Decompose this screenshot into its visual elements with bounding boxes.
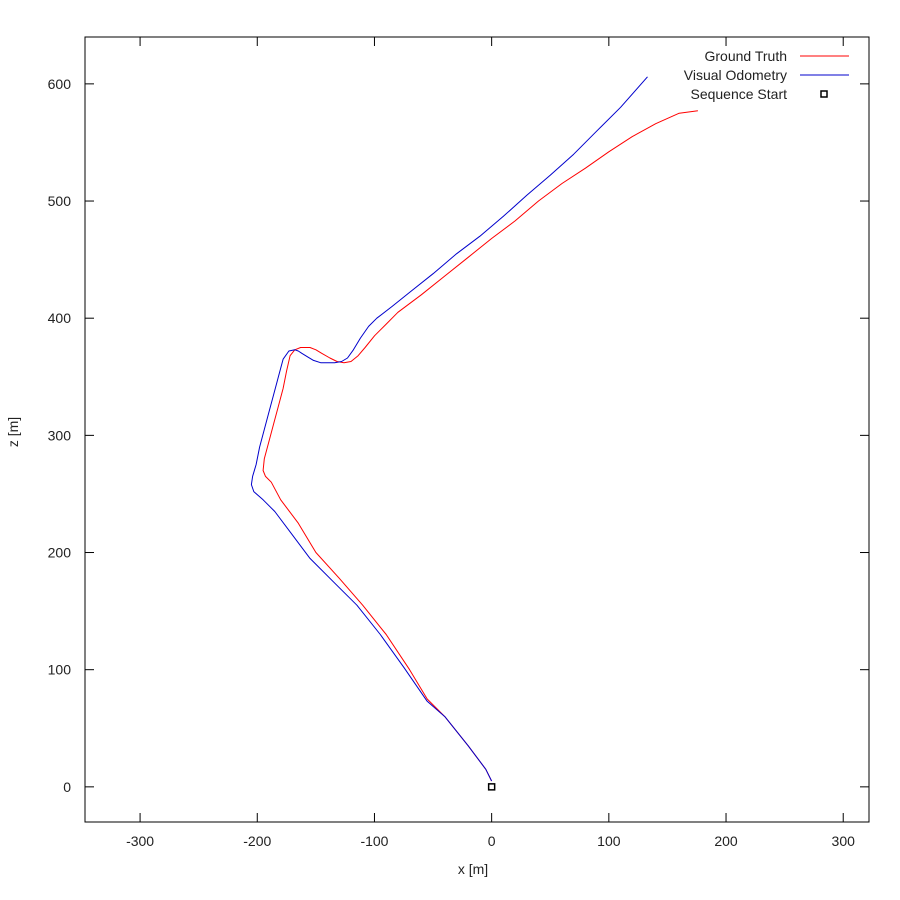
- axes: -300 -200 -100 0 100 200 300 0 100 200 300 400 500 60…: [48, 36, 870, 849]
- x-axis-label: x [m]: [458, 861, 488, 877]
- legend-label: Visual Odometry: [684, 67, 787, 83]
- y-tick-label: 600: [48, 76, 72, 92]
- legend-label: Sequence Start: [690, 86, 787, 102]
- y-tick-label: 400: [48, 310, 72, 326]
- sequence-start-marker: [487, 783, 496, 791]
- legend-label: Ground Truth: [705, 48, 788, 64]
- x-tick-label: -100: [360, 833, 388, 849]
- x-tick-label: 0: [488, 833, 496, 849]
- legend: Ground Truth Visual Odometry Sequence Star…: [684, 48, 849, 102]
- x-tick-label: -200: [243, 833, 271, 849]
- x-tick-label: 100: [597, 833, 621, 849]
- plot-frame: [84, 36, 870, 823]
- y-tick-label: 200: [48, 545, 72, 561]
- series-line-visual-odometry: [250, 76, 648, 782]
- plot-area: [250, 76, 698, 791]
- x-tick-label: 300: [832, 833, 856, 849]
- x-tick-label: 200: [714, 833, 738, 849]
- x-tick-label: -300: [126, 833, 154, 849]
- legend-swatch-square: [820, 90, 828, 98]
- y-tick-label: 0: [63, 779, 71, 795]
- y-axis-label: z [m]: [5, 417, 21, 447]
- series-line-ground-truth: [262, 110, 698, 782]
- y-tick-label: 500: [48, 193, 72, 209]
- y-tick-label: 300: [48, 427, 72, 443]
- y-tick-label: 100: [48, 662, 72, 678]
